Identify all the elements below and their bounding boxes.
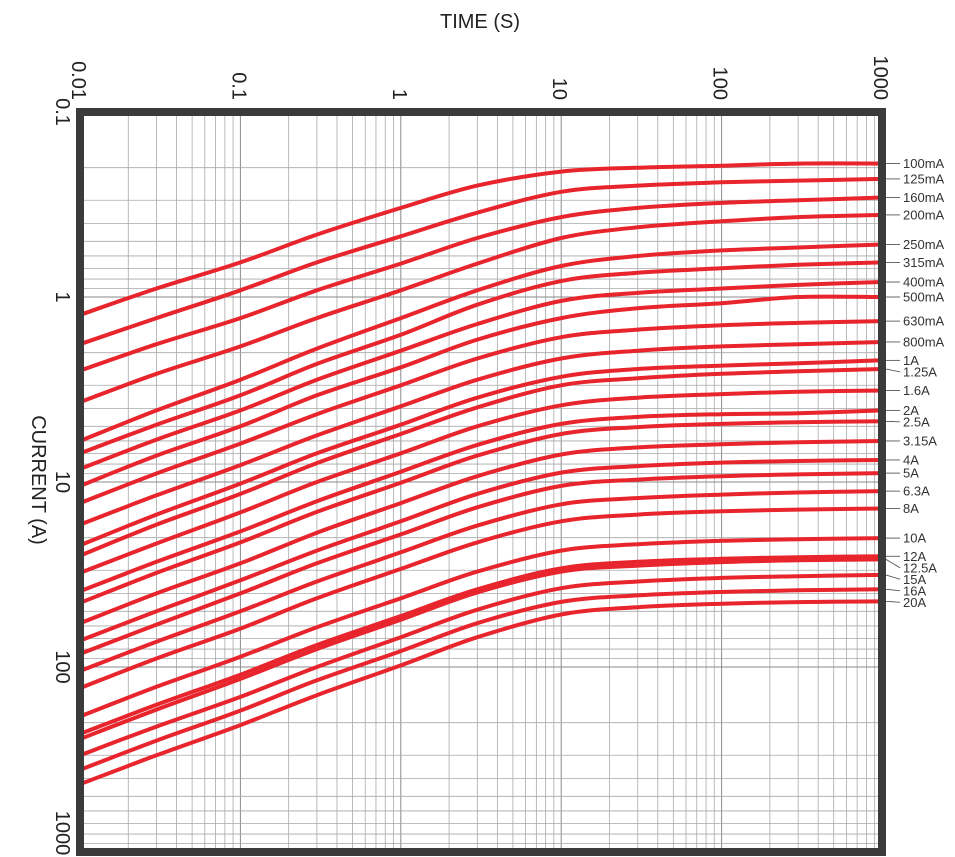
plot-frame [76, 108, 886, 856]
series-curve-1.25A [78, 367, 884, 558]
series-label-3.15A: 3.15A [903, 433, 937, 448]
series-label-100mA: 100mA [903, 156, 945, 171]
series-curve-2A [78, 408, 884, 594]
series-label-1.6A: 1.6A [903, 383, 930, 398]
series-label-125mA: 125mA [903, 171, 945, 186]
x-tick-label: 0.01 [67, 61, 89, 100]
series-curve-400mA [78, 280, 884, 471]
series-label-6.3A: 6.3A [903, 484, 930, 499]
y-tick-label: 1000 [51, 811, 73, 856]
label-leader-1.25A [885, 368, 901, 373]
y-tick-label: 10 [51, 471, 73, 493]
series-label-1A: 1A [903, 353, 919, 368]
series-curve-315mA [78, 260, 884, 456]
label-leader-2.5A [885, 420, 901, 423]
y-tick-label: 100 [51, 650, 73, 683]
series-curve-4A [78, 458, 884, 643]
series-label-5A: 5A [903, 466, 919, 481]
x-tick-label: 10 [548, 78, 570, 100]
series-label-8A: 8A [903, 501, 919, 516]
y-tick-label: 0.1 [51, 98, 73, 126]
label-leader-12.5A [885, 559, 901, 569]
series-curve-100mA [78, 161, 884, 317]
series-label-10A: 10A [903, 531, 926, 546]
series-curve-200mA [78, 212, 884, 405]
series-curve-20A [78, 599, 884, 787]
series-curve-125mA [78, 176, 884, 347]
series-label-500mA: 500mA [903, 290, 945, 305]
series-curve-5A [78, 471, 884, 656]
series-label-4A: 4A [903, 452, 919, 467]
series-curve-8A [78, 506, 884, 691]
label-leader-15A [885, 574, 901, 580]
series-label-800mA: 800mA [903, 334, 945, 349]
series-curve-800mA [78, 340, 884, 527]
series-label-16A: 16A [903, 583, 926, 598]
series-label-2.5A: 2.5A [903, 414, 930, 429]
series-curve-16A [78, 587, 884, 772]
label-leader-20A [885, 601, 901, 603]
series-label-250mA: 250mA [903, 237, 945, 252]
x-tick-labels: 0.01 0.1 1 10 100 1000 [67, 56, 891, 101]
series-curve-6.3A [78, 489, 884, 673]
x-axis-title: TIME (S) [440, 11, 520, 33]
series-curve-630mA [78, 319, 884, 506]
x-tick-label: 1000 [869, 56, 891, 101]
y-tick-label: 1 [51, 291, 73, 302]
x-tick-label: 1 [388, 89, 410, 100]
y-tick-labels: 0.1 1 10 100 1000 [51, 98, 73, 855]
series-curve-1A [78, 358, 884, 548]
series-curve-3.15A [78, 439, 884, 626]
series-curve-12.5A [78, 557, 884, 741]
series-curve-10A [78, 536, 884, 719]
series-curve-160mA [78, 195, 884, 373]
series-label-2A: 2A [903, 403, 919, 418]
series-label-12.5A: 12.5A [903, 560, 937, 575]
series-label-400mA: 400mA [903, 275, 945, 290]
series-label-200mA: 200mA [903, 207, 945, 222]
y-axis-title: CURRENT (A) [27, 415, 49, 545]
series-label-1.25A: 1.25A [903, 364, 937, 379]
series-curve-250mA [78, 242, 884, 443]
series-curve-2.5A [78, 419, 884, 605]
label-leader-16A [885, 588, 901, 592]
series-curve-1.6A [78, 388, 884, 575]
series-curves [78, 161, 884, 787]
series-label-160mA: 160mA [903, 190, 945, 205]
series-label-20A: 20A [903, 595, 926, 610]
series-curve-12A [78, 554, 884, 736]
series-curve-15A [78, 572, 884, 758]
x-tick-label: 100 [709, 67, 731, 100]
series-label-12A: 12A [903, 549, 926, 564]
x-tick-label: 0.1 [227, 72, 249, 100]
series-label-630mA: 630mA [903, 314, 945, 329]
series-label-315mA: 315mA [903, 255, 945, 270]
series-label-15A: 15A [903, 572, 926, 587]
series-curve-500mA [78, 294, 884, 488]
